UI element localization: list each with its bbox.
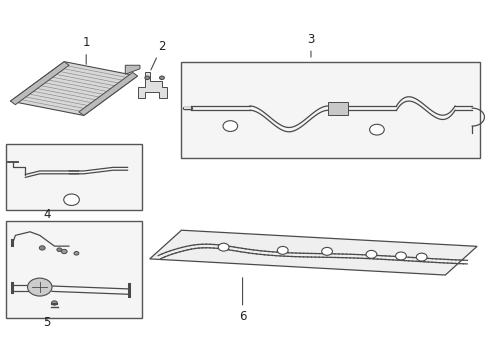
Circle shape [324,249,330,253]
Bar [181,62,480,158]
Circle shape [145,76,150,80]
Polygon shape [150,230,477,275]
Bar [5,144,143,211]
Polygon shape [10,62,138,116]
Circle shape [226,123,235,129]
Bar [328,102,347,114]
Text: 3: 3 [307,32,315,57]
Text: 6: 6 [239,278,246,323]
Polygon shape [10,62,69,105]
Circle shape [220,245,226,249]
Text: 5: 5 [44,316,51,329]
Circle shape [223,121,238,131]
Circle shape [322,247,332,255]
Polygon shape [79,72,138,116]
Text: 4: 4 [43,208,51,221]
Circle shape [395,252,406,260]
Circle shape [280,248,286,252]
Circle shape [416,253,427,261]
Circle shape [61,249,67,254]
Text: 1: 1 [82,36,90,64]
Circle shape [64,194,79,206]
Circle shape [366,251,377,258]
Bar [5,221,143,318]
Circle shape [398,254,404,258]
Circle shape [74,252,79,255]
Circle shape [368,252,374,257]
Circle shape [51,301,57,305]
Polygon shape [138,72,167,98]
Circle shape [419,255,425,259]
Circle shape [27,278,52,296]
Circle shape [277,247,288,254]
Circle shape [369,124,384,135]
Polygon shape [125,65,140,74]
Circle shape [372,126,381,133]
Circle shape [57,248,62,252]
Circle shape [67,196,76,203]
Circle shape [159,76,164,80]
Text: 2: 2 [151,40,166,70]
Circle shape [39,246,45,250]
Circle shape [218,243,229,251]
